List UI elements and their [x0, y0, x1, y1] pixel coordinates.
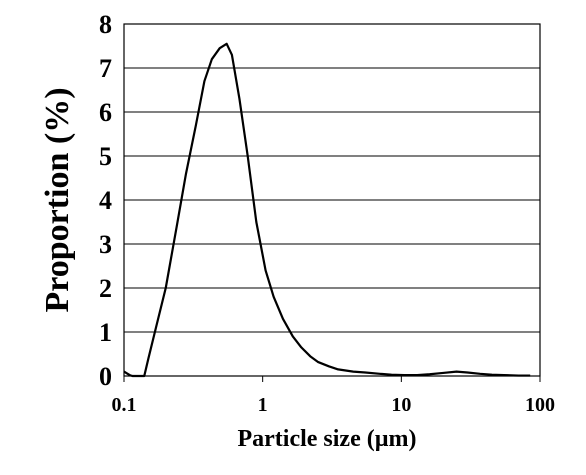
- y-tick-label: 3: [99, 230, 112, 259]
- x-axis-label: Particle size (µm): [237, 426, 416, 452]
- y-tick-label: 8: [99, 10, 112, 39]
- y-tick-labels: 0 1 2 3 4 5 6 7 8: [99, 10, 112, 391]
- y-tick-label: 6: [99, 98, 112, 127]
- x-tick-label: 100: [525, 394, 555, 416]
- y-tick-label: 4: [99, 186, 112, 215]
- y-tick-label: 1: [99, 318, 112, 347]
- gridlines: [124, 67, 540, 333]
- x-tick-label: 1: [258, 394, 268, 416]
- y-tick-label: 5: [99, 142, 112, 171]
- y-tick-label: 2: [99, 274, 112, 303]
- y-tick-label: 0: [99, 362, 112, 391]
- y-tick-label: 7: [99, 54, 112, 83]
- x-tick-labels: 0.1 1 10 100: [112, 376, 555, 416]
- series-line: [123, 42, 531, 378]
- x-tick-label: 0.1: [112, 394, 137, 416]
- y-axis-label: Proportion (%): [39, 87, 76, 312]
- plot-area-frame: [123, 23, 541, 377]
- x-tick-label: 10: [391, 394, 411, 416]
